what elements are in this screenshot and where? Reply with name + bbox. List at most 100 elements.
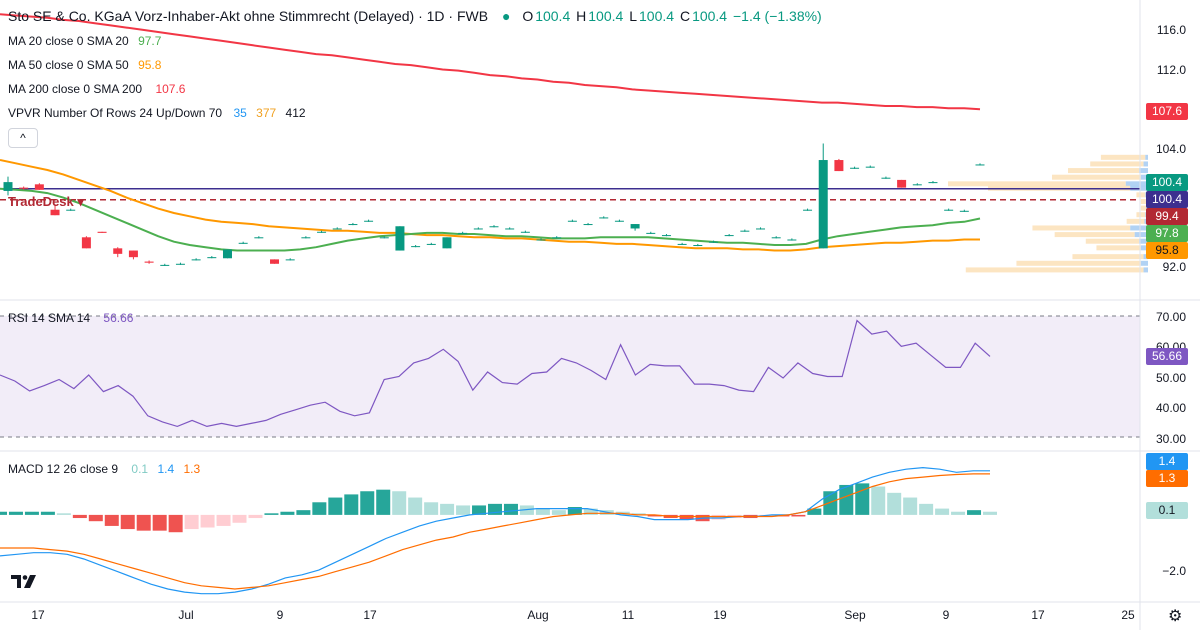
ma20-legend[interactable]: MA 20 close 0 SMA 20 97.7 xyxy=(8,34,163,48)
candle-body xyxy=(81,237,91,249)
time-axis-tick: 11 xyxy=(621,608,635,622)
candle-body xyxy=(254,237,264,239)
candle-body xyxy=(411,246,421,248)
rsi-pane xyxy=(0,315,1140,438)
candle-body xyxy=(583,224,593,226)
candle-body xyxy=(50,209,60,216)
candle-body xyxy=(97,231,107,233)
candle-body xyxy=(599,217,609,219)
macd-histogram-bar xyxy=(488,503,502,515)
volume-profile-bar-down xyxy=(1100,154,1146,160)
macd-histogram-bar xyxy=(951,511,966,515)
macd-histogram-bar xyxy=(24,511,39,515)
time-axis-tick: 9 xyxy=(276,608,284,622)
time-axis-tick: Aug xyxy=(527,608,549,622)
macd-histogram-bar xyxy=(472,505,487,515)
candle-body xyxy=(646,232,656,234)
red-line-price-tag: 99.4 xyxy=(1146,208,1188,225)
candle-body xyxy=(113,248,123,254)
volume-profile-bar-down xyxy=(965,267,1144,273)
macd-legend[interactable]: MACD 12 26 close 9 0.1 1.4 1.3 xyxy=(8,462,202,476)
candle-body xyxy=(567,220,577,222)
macd-histogram-bar xyxy=(40,511,55,515)
macd-axis-tick: −2.0 xyxy=(1162,564,1186,578)
ma50-line xyxy=(0,159,980,252)
ma20-value: 97.7 xyxy=(138,34,162,48)
ma200-line xyxy=(0,13,981,111)
signal-price-tag: 1.3 xyxy=(1146,470,1188,487)
candle-body xyxy=(787,239,797,241)
candle-body xyxy=(724,235,734,237)
macd-name: MACD 12 26 close 9 xyxy=(8,462,119,476)
candle-body xyxy=(489,226,499,228)
candle-body xyxy=(818,160,828,249)
volume-profile-bar-down xyxy=(1140,205,1147,211)
macd-line xyxy=(0,466,990,595)
symbol-title[interactable]: Sto SE & Co. KGaA Vorz-Inhaber-Akt ohne … xyxy=(8,8,489,24)
candle-body xyxy=(897,179,907,188)
macd-histogram-bar xyxy=(456,505,471,515)
macd-histogram-bar xyxy=(88,514,103,522)
collapse-legend-button[interactable]: ^ xyxy=(8,128,38,148)
macd-histogram-bar xyxy=(328,497,343,515)
rsi-price-tag: 56.66 xyxy=(1146,348,1188,365)
macd-histogram-bar xyxy=(519,505,534,515)
vpvr-legend[interactable]: VPVR Number Of Rows 24 Up/Down 70 35 377… xyxy=(8,106,308,120)
volume-profile-bar-up xyxy=(1125,181,1148,187)
price-pane xyxy=(0,13,1148,273)
change-value: −1.4 (−1.38%) xyxy=(733,8,822,24)
rsi-band xyxy=(0,316,1140,437)
volume-profile-bar-up xyxy=(1143,254,1148,260)
vpvr-name: VPVR Number Of Rows 24 Up/Down 70 xyxy=(8,106,223,120)
volume-profile-bar-up xyxy=(1143,161,1148,167)
macd-histogram-bar xyxy=(983,511,997,515)
rsi-name: RSI 14 SMA 14 xyxy=(8,311,91,325)
tradingview-logo-icon[interactable] xyxy=(10,572,38,590)
candle-body xyxy=(505,228,515,230)
macd-histogram-bar xyxy=(72,514,87,519)
ma50-name: MA 50 close 0 SMA 50 xyxy=(8,58,129,72)
candle-body xyxy=(332,228,342,230)
volume-profile-bar-down xyxy=(1136,212,1146,218)
price-axis-tick: 112.0 xyxy=(1156,63,1186,77)
volume-profile-bar-up xyxy=(1143,267,1148,273)
volume-profile-bar-down xyxy=(948,181,1126,187)
macd-histogram-bar xyxy=(184,514,199,530)
price-axis-tick: 104.0 xyxy=(1155,142,1186,156)
rsi-legend[interactable]: RSI 14 SMA 14 56.66 xyxy=(8,311,135,325)
volume-profile-bar-up xyxy=(1145,154,1148,160)
rsi-line xyxy=(0,319,991,428)
candle-body xyxy=(693,245,703,247)
ma50-legend[interactable]: MA 50 close 0 SMA 50 95.8 xyxy=(8,58,163,72)
candle-body xyxy=(975,164,985,166)
volume-profile-bar-down xyxy=(1072,254,1144,260)
candle-body xyxy=(865,166,875,168)
time-axis-tick: 19 xyxy=(713,608,727,622)
macd-histogram-bar xyxy=(280,511,295,515)
macd-histogram-bar xyxy=(168,514,183,533)
low-value: 100.4 xyxy=(639,8,675,24)
volume-profile-bar-up xyxy=(1130,225,1148,231)
volume-profile-bar-up xyxy=(1139,238,1148,244)
macd-histogram-bar xyxy=(264,513,279,515)
volume-profile-bar-down xyxy=(1140,198,1147,204)
macd-histogram-bar xyxy=(136,514,151,531)
macd-histogram-bar xyxy=(871,486,886,515)
candle-body xyxy=(222,249,232,259)
rsi-value: 56.66 xyxy=(103,311,134,325)
gear-icon[interactable]: ⚙ xyxy=(1168,608,1183,625)
candle-body xyxy=(473,228,483,230)
volume-profile-bar-down xyxy=(1016,260,1141,266)
time-axis-tick: 17 xyxy=(1031,608,1045,622)
ma200-legend[interactable]: MA 200 close 0 SMA 200 107.6 xyxy=(8,82,187,96)
tradedesk-label[interactable]: TradeDesk ▾ xyxy=(8,194,84,209)
macd-histogram-bar xyxy=(679,514,694,520)
macd-histogram-bar xyxy=(248,514,263,519)
macd-histogram-bar xyxy=(807,508,822,515)
macd-histogram-bar xyxy=(104,514,119,526)
candle-body xyxy=(364,220,374,222)
price-axis-tick: 116.0 xyxy=(1156,23,1186,37)
candle-body xyxy=(708,241,718,243)
hist-price-tag: 0.1 xyxy=(1146,502,1188,519)
